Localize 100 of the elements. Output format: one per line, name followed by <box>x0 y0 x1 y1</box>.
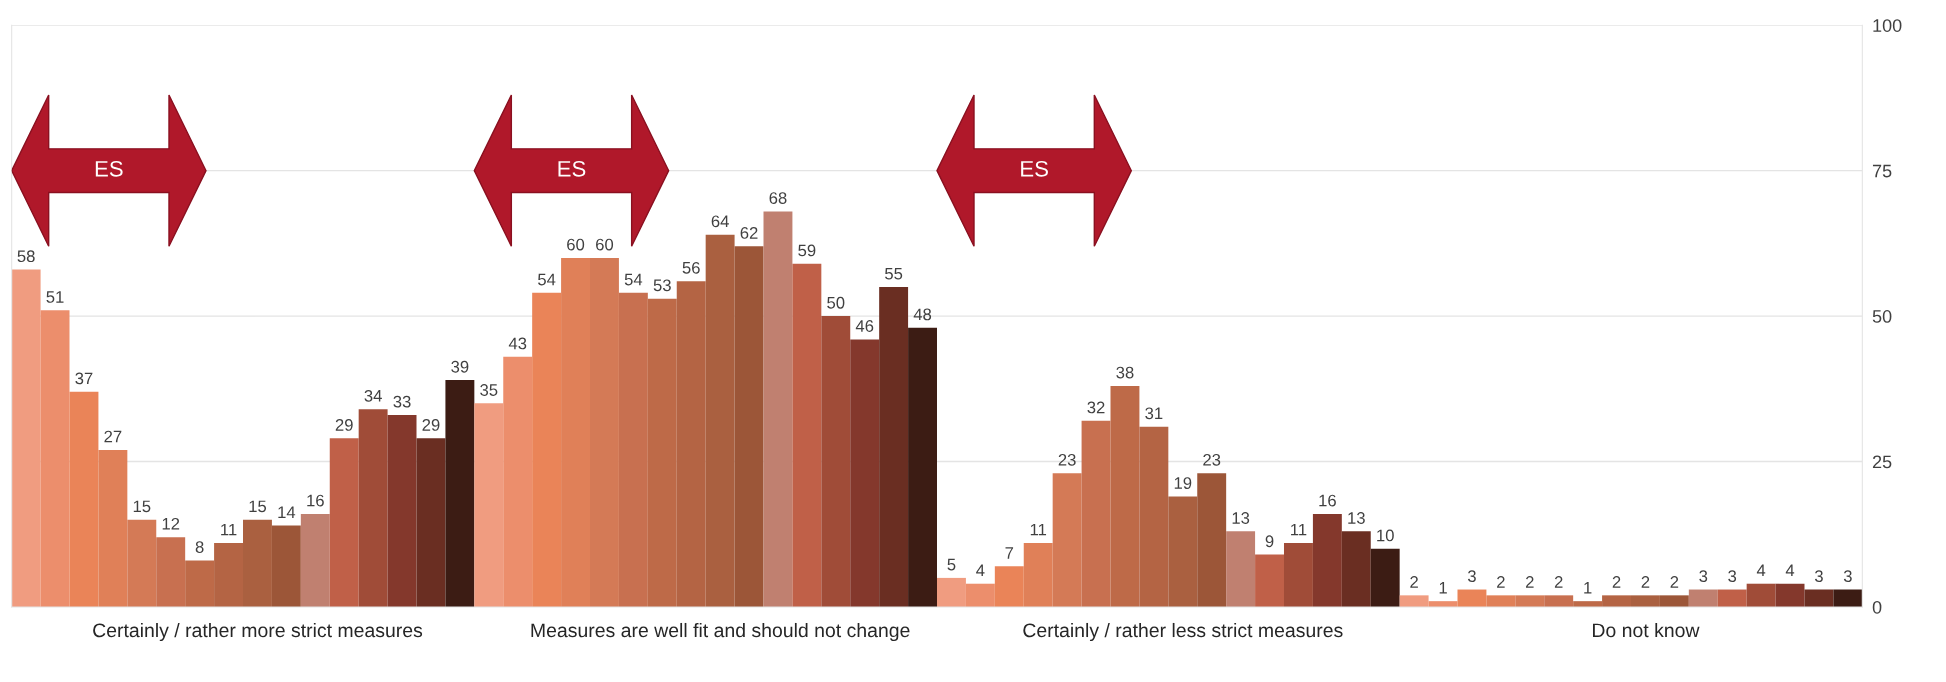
bar <box>11 269 41 607</box>
data-label: 2 <box>1410 576 1418 588</box>
bar <box>734 246 764 607</box>
data-label: 23 <box>1203 453 1221 466</box>
bar <box>416 438 446 607</box>
bar <box>387 415 417 607</box>
data-label: 14 <box>278 506 296 518</box>
bar <box>503 356 533 607</box>
data-label: 11 <box>221 523 237 536</box>
bar <box>1226 531 1256 607</box>
bar <box>1255 554 1284 607</box>
data-label: 55 <box>885 267 903 280</box>
data-label: 3 <box>1699 570 1708 583</box>
data-label: 2 <box>1612 576 1621 588</box>
y-tick-label: 0 <box>1872 600 1882 614</box>
data-label: 60 <box>596 238 614 251</box>
bar <box>1746 583 1776 607</box>
y-tick-label: 75 <box>1872 164 1892 178</box>
data-label: 59 <box>798 244 816 257</box>
bar <box>1833 589 1863 607</box>
data-label: 19 <box>1174 477 1192 489</box>
data-label: 1 <box>1439 582 1447 594</box>
data-label: 3 <box>1728 570 1737 583</box>
y-tick-label: 25 <box>1872 455 1892 469</box>
data-label: 2 <box>1525 576 1534 588</box>
annotation: ES <box>95 160 123 177</box>
data-label: 12 <box>162 517 180 530</box>
data-label: 13 <box>1232 512 1250 524</box>
x-tick-label: Do not know <box>1593 622 1700 638</box>
data-label: 8 <box>195 541 204 553</box>
data-label: 68 <box>769 192 787 204</box>
bar <box>1804 589 1834 607</box>
x-tick-label: Measures are well fit and should not change <box>531 622 910 642</box>
data-label: 11 <box>1291 523 1307 536</box>
bar <box>937 577 966 607</box>
data-label: 34 <box>364 389 382 402</box>
data-label: 64 <box>711 215 729 228</box>
annotation: ES <box>558 160 586 177</box>
bar <box>1717 589 1747 607</box>
annotation: ES <box>1021 160 1048 177</box>
bar <box>763 211 793 607</box>
data-label: 3 <box>1843 570 1852 583</box>
bar <box>965 583 995 607</box>
bar <box>850 339 880 607</box>
data-label: 4 <box>1756 564 1766 577</box>
data-label: 46 <box>855 320 874 332</box>
data-label: 3 <box>1814 570 1823 583</box>
data-label: 62 <box>740 227 758 239</box>
data-label: 27 <box>104 430 122 443</box>
bar <box>1197 473 1227 607</box>
y-tick-label: 50 <box>1872 310 1892 323</box>
data-label: 4 <box>1785 564 1795 577</box>
data-label: 33 <box>393 395 411 408</box>
data-label: 29 <box>335 419 353 431</box>
x-tick-label: Certainly / rather less strict measures <box>1023 622 1343 642</box>
data-label: 56 <box>682 261 700 274</box>
data-label: 60 <box>567 238 585 251</box>
bar <box>329 438 359 607</box>
bar <box>300 513 330 607</box>
data-label: 11 <box>1030 523 1047 536</box>
bar <box>40 310 70 607</box>
data-label: 7 <box>1005 547 1014 559</box>
data-label: 31 <box>1145 407 1163 420</box>
x-tick-label: Certainly / rather more strict measures <box>93 622 423 642</box>
data-label: 53 <box>653 279 671 292</box>
bar <box>445 380 475 607</box>
data-label: 16 <box>1319 494 1336 507</box>
data-label: 9 <box>1265 535 1274 548</box>
bar <box>1775 583 1805 607</box>
data-label: 38 <box>1116 366 1134 379</box>
data-label: 2 <box>1497 576 1505 588</box>
bar <box>474 403 504 607</box>
data-label: 15 <box>249 500 267 513</box>
data-label: 32 <box>1087 401 1105 414</box>
data-label: 48 <box>913 308 932 321</box>
bar <box>358 409 388 607</box>
bar <box>821 316 851 607</box>
data-label: 2 <box>1554 576 1563 588</box>
data-label: 54 <box>538 273 556 286</box>
data-label: 13 <box>1348 512 1365 524</box>
data-label: 3 <box>1467 570 1476 583</box>
bar <box>792 263 822 607</box>
data-label: 4 <box>976 564 985 577</box>
data-label: 39 <box>451 360 469 373</box>
data-label: 43 <box>508 337 527 350</box>
bar <box>1659 595 1689 607</box>
data-label: 29 <box>422 419 440 431</box>
data-label: 1 <box>1584 582 1592 594</box>
data-label: 2 <box>1641 576 1650 588</box>
bar <box>1312 513 1342 607</box>
data-label: 2 <box>1670 576 1679 588</box>
y-tick-label: 100 <box>1873 19 1902 32</box>
data-label: 37 <box>75 372 93 385</box>
data-label: 16 <box>307 494 324 507</box>
data-label: 15 <box>133 500 151 513</box>
data-label: 51 <box>46 291 64 303</box>
data-label: 54 <box>624 273 643 286</box>
data-label: 58 <box>17 250 35 263</box>
bar <box>271 525 301 607</box>
data-label: 5 <box>947 558 956 571</box>
